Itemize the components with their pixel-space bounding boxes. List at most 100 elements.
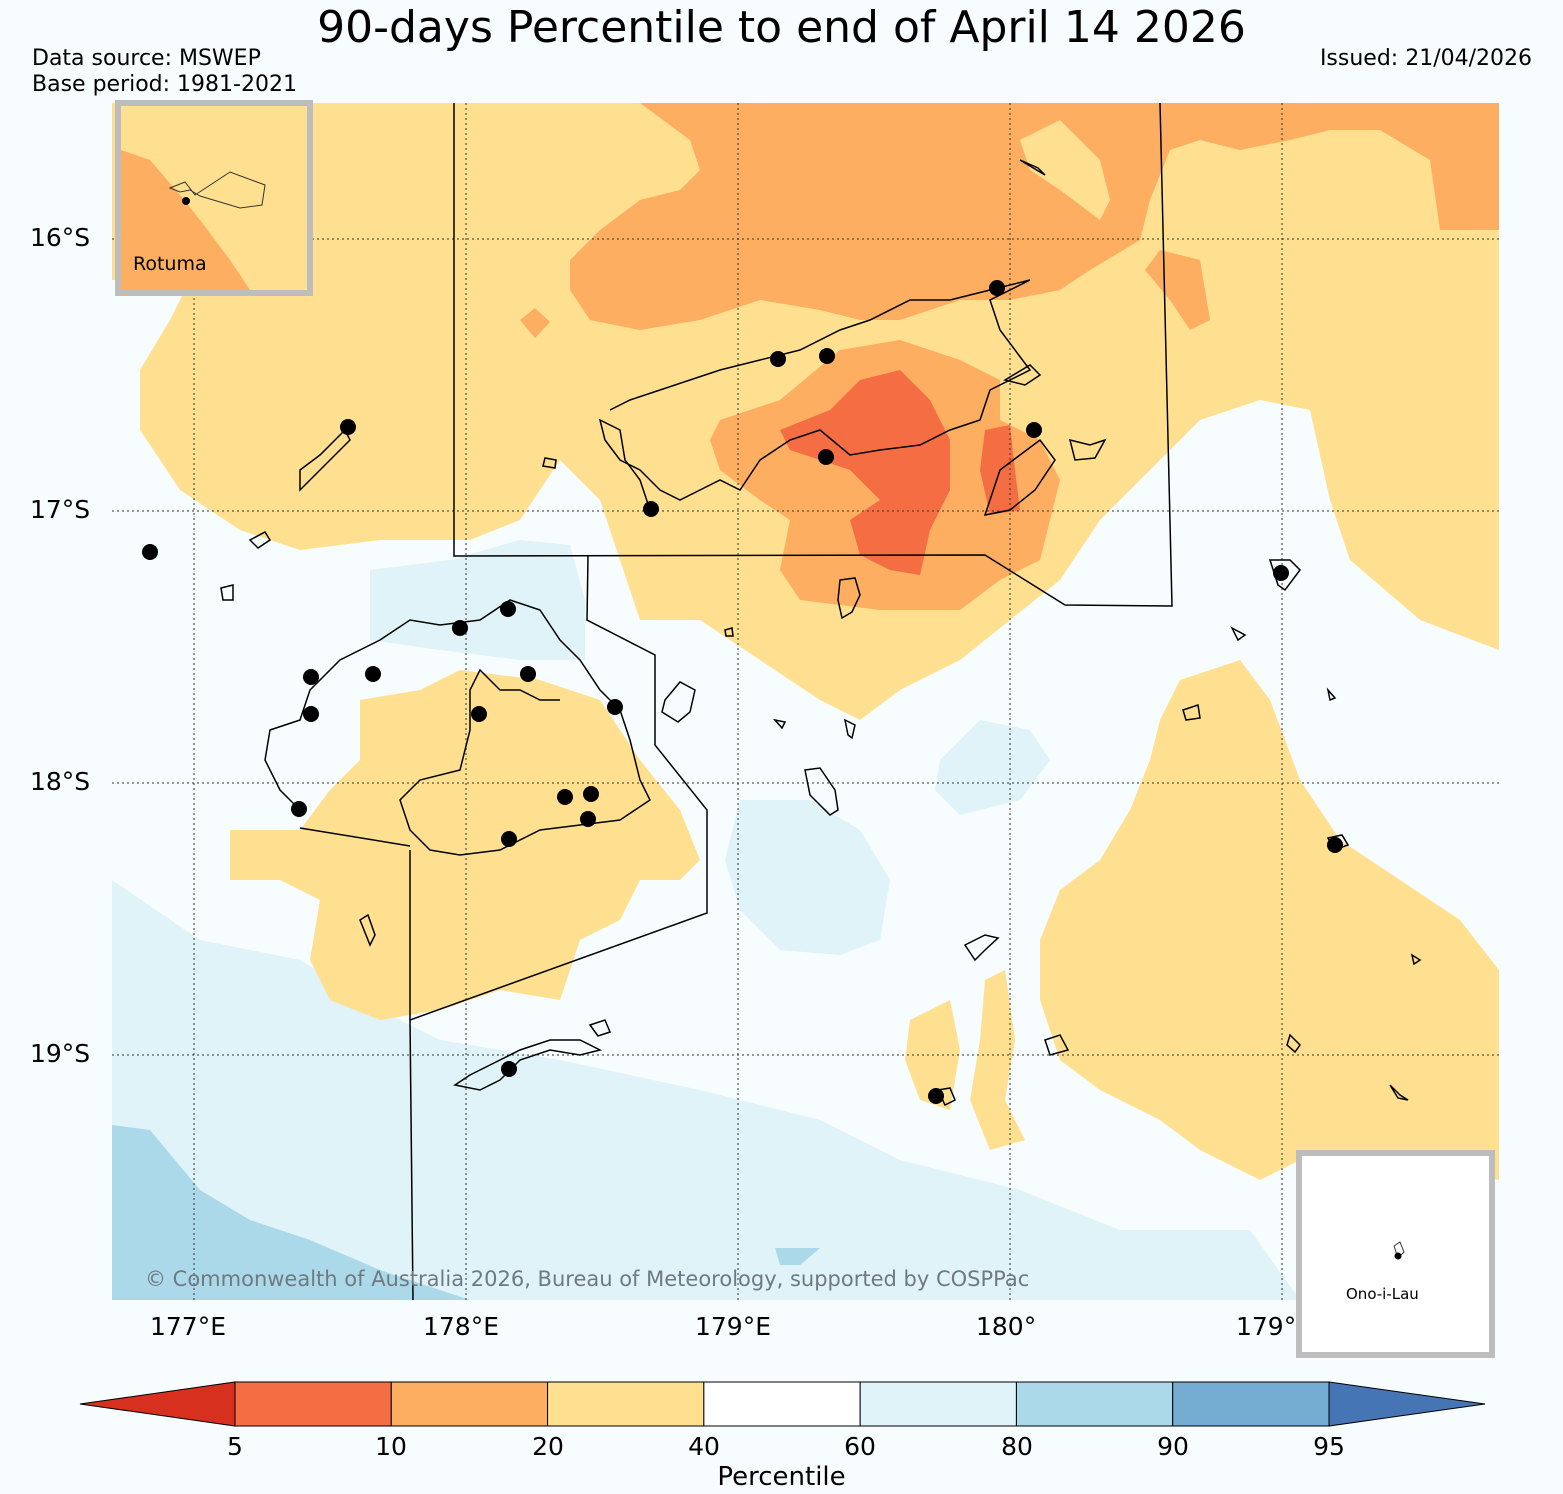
field-20-40-vitilevu — [230, 670, 700, 1020]
island-z — [724, 627, 734, 637]
colorbar-segment — [234, 1381, 392, 1427]
colorbar-segment — [703, 1381, 861, 1427]
island-y — [843, 718, 856, 740]
station-marker — [501, 831, 517, 847]
colorbar-extend-low — [79, 1381, 236, 1427]
island-l — [359, 913, 376, 947]
island-m — [1068, 438, 1107, 461]
inset-ono-label: Ono-i-Lau — [1346, 1285, 1419, 1303]
station-marker — [303, 706, 319, 722]
field-20-40-southcentral2 — [970, 970, 1025, 1150]
station-marker — [1026, 422, 1042, 438]
colorbar-tick: 95 — [1313, 1432, 1345, 1461]
field-60-80-south — [112, 880, 1300, 1300]
island-i — [1286, 1033, 1301, 1054]
island-x — [772, 718, 787, 730]
taveuni-coast — [983, 438, 1056, 516]
island-s — [1230, 626, 1247, 642]
island-b — [661, 681, 696, 723]
ono-station-marker — [1394, 1252, 1402, 1260]
island-t — [1389, 1084, 1409, 1101]
lat-label-18s: 18°S — [30, 767, 91, 796]
field-10-20-pinch — [520, 308, 550, 338]
vanua-levu-coast — [598, 279, 1032, 511]
lon-label-180: 180° — [976, 1312, 1037, 1341]
field-60-80-north — [370, 540, 585, 660]
colorbar-tick: 40 — [688, 1432, 720, 1461]
island-v — [1326, 687, 1337, 702]
field-20-40-east — [1040, 660, 1499, 1180]
island-r — [542, 457, 557, 469]
colorbar-tick: 10 — [375, 1432, 407, 1461]
colorbar-segment — [390, 1381, 549, 1427]
island-e — [1044, 1034, 1070, 1056]
station-marker — [501, 1061, 517, 1077]
colorbar-tick: 90 — [1157, 1432, 1189, 1461]
station-marker — [452, 620, 468, 636]
graticule — [112, 103, 1499, 1300]
data-source: Data source: MSWEP — [32, 46, 261, 71]
inset-ono-i-lau: Ono-i-Lau — [1296, 1150, 1495, 1358]
division-boundaries — [299, 102, 1173, 1301]
colorbar-tick: 5 — [227, 1432, 243, 1461]
contour-fields — [112, 103, 1499, 1300]
station-marker — [928, 1088, 944, 1104]
copyright-text: © Commonwealth of Australia 2026, Bureau… — [145, 1267, 1029, 1291]
colorbar-segment — [859, 1381, 1017, 1427]
island-g — [1019, 159, 1046, 176]
station-marker — [1273, 565, 1289, 581]
station-marker — [142, 544, 158, 560]
base-period: Base period: 1981-2021 — [32, 72, 297, 97]
lat-label-19s: 19°S — [30, 1039, 91, 1068]
colorbar-segment — [1172, 1381, 1330, 1427]
lat-label-17s: 17°S — [30, 495, 91, 524]
colorbar-segment — [547, 1381, 705, 1427]
colorbar-tick: 80 — [1001, 1432, 1033, 1461]
rotuma-station-marker — [182, 197, 190, 205]
lon-label-178e: 178°E — [423, 1312, 500, 1341]
station-markers — [142, 280, 1343, 1104]
station-marker — [340, 419, 356, 435]
station-marker — [1327, 837, 1343, 853]
field-80-90 — [112, 1125, 470, 1300]
station-marker — [583, 786, 599, 802]
lon-label-179e: 179°E — [695, 1312, 772, 1341]
island-o — [220, 584, 234, 601]
field-80-90-b — [775, 1248, 820, 1265]
station-marker — [770, 351, 786, 367]
coastlines — [220, 159, 1422, 1107]
island-k — [588, 1019, 612, 1037]
station-marker — [303, 669, 319, 685]
colorbar-extend-high — [1328, 1381, 1486, 1427]
station-marker — [580, 811, 596, 827]
island-q — [299, 428, 351, 492]
island-p — [248, 531, 272, 549]
station-marker — [989, 280, 1005, 296]
station-marker — [607, 699, 623, 715]
station-marker — [557, 789, 573, 805]
island-u — [1410, 953, 1422, 966]
inset-rotuma: Rotuma — [115, 100, 313, 296]
field-20-40-ne-pocket — [1020, 120, 1110, 220]
station-marker — [819, 348, 835, 364]
station-marker — [818, 449, 834, 465]
colorbar-tick: 20 — [532, 1432, 564, 1461]
station-marker — [643, 501, 659, 517]
field-10-20-north — [570, 103, 1499, 330]
station-marker — [365, 666, 381, 682]
island-f — [1003, 364, 1042, 386]
island-h — [1182, 704, 1201, 721]
island-a — [837, 577, 861, 620]
colorbar — [79, 1381, 1486, 1427]
station-marker — [471, 706, 487, 722]
kadavu-coast — [453, 1039, 603, 1091]
viti-levu-coast — [264, 599, 651, 856]
lon-label-179w: 179° — [1236, 1312, 1297, 1341]
field-60-80-center — [725, 800, 890, 955]
lon-label-177e: 177°E — [150, 1312, 227, 1341]
lat-label-16s: 16°S — [30, 223, 91, 252]
island-c — [804, 767, 839, 816]
map-title: 90-days Percentile to end of April 14 20… — [317, 2, 1246, 53]
field-10-20-ne — [1145, 250, 1210, 330]
